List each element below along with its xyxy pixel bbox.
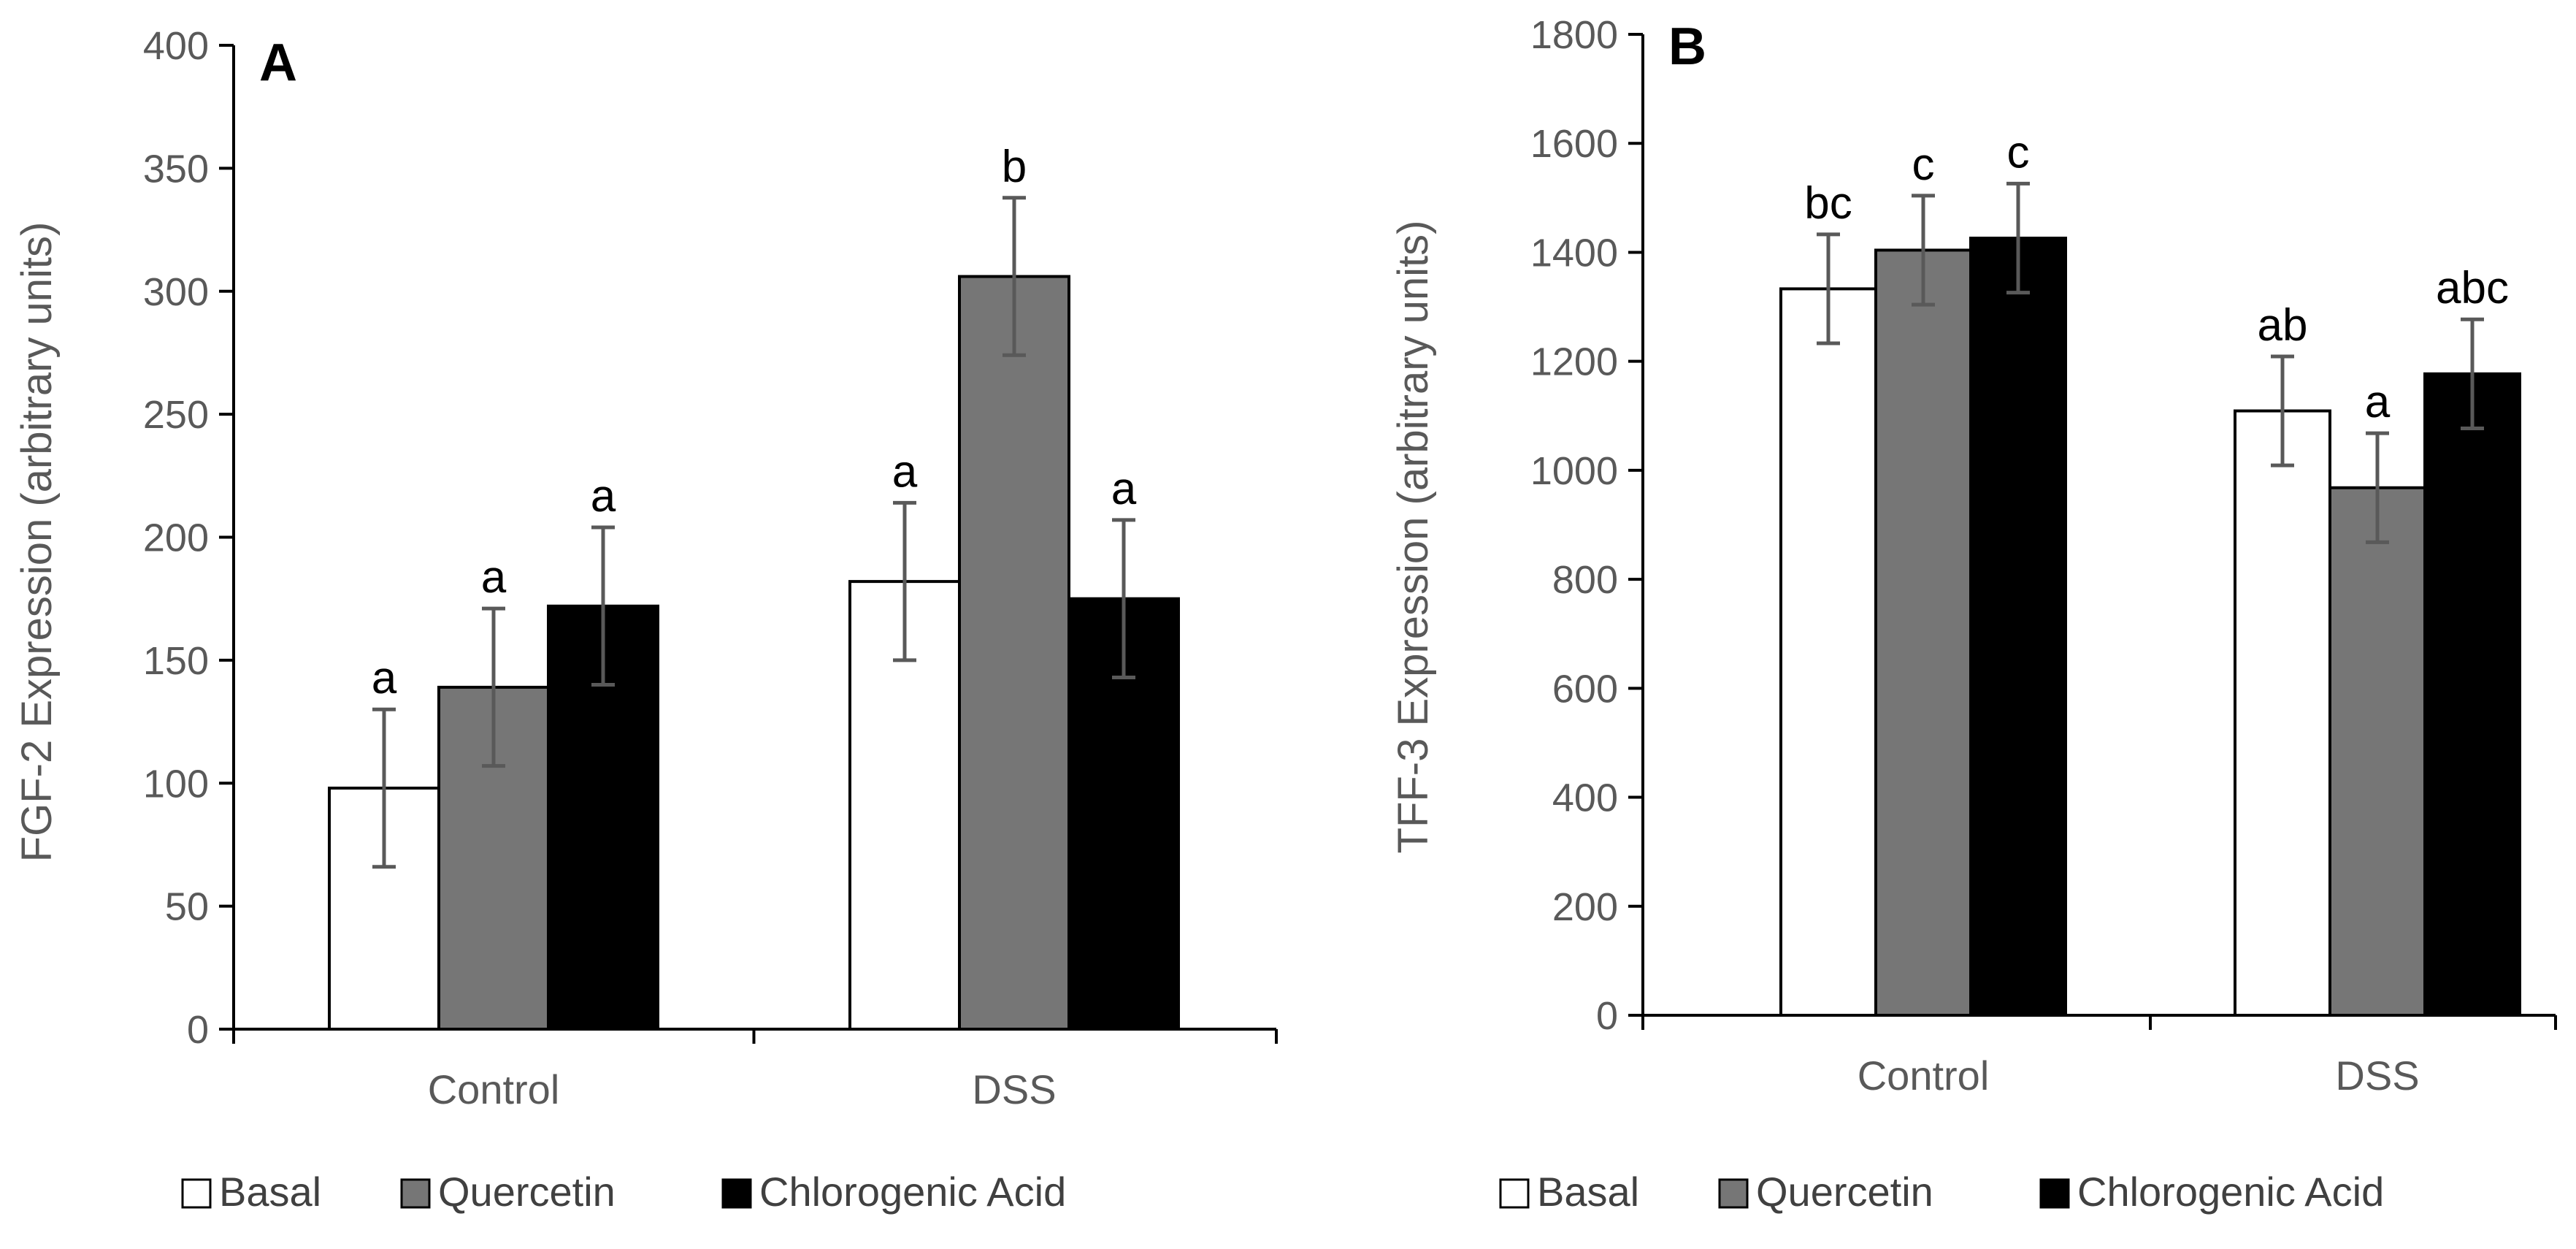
y-tick-label: 1800 (1530, 13, 1618, 57)
significance-label: c (1912, 140, 1935, 190)
y-tick-label: 400 (143, 24, 209, 68)
y-tick-label: 800 (1552, 558, 1618, 602)
y-tick-label: 1600 (1530, 122, 1618, 166)
y-tick-label: 400 (1552, 776, 1618, 820)
y-tick-label: 100 (143, 762, 209, 806)
y-tick-label: 250 (143, 393, 209, 437)
y-tick-label: 0 (187, 1008, 209, 1052)
bar-chlorogenic-acid (1969, 237, 2067, 1017)
bar-quercetin (1874, 248, 1972, 1017)
panel-label: B (1668, 18, 1706, 76)
significance-label: a (372, 653, 397, 703)
bar-basal (2234, 409, 2331, 1017)
y-axis-label: TFF-3 Expression (arbitrary units) (1389, 221, 1437, 854)
legend-swatch (721, 1178, 752, 1209)
bar-quercetin (958, 275, 1070, 1031)
y-tick-label: 1200 (1530, 340, 1618, 384)
legend-swatch (400, 1178, 431, 1209)
legend-label: Quercetin (438, 1169, 616, 1215)
legend-label: Chlorogenic Acid (2077, 1169, 2384, 1215)
bar-quercetin (2328, 486, 2426, 1017)
bar-basal (1779, 287, 1877, 1017)
panel-label: A (259, 34, 297, 92)
significance-label: a (2365, 377, 2391, 427)
significance-label: abc (2436, 263, 2509, 313)
y-tick-label: 1000 (1530, 449, 1618, 493)
y-tick-label: 350 (143, 147, 209, 191)
y-tick-label: 600 (1552, 667, 1618, 711)
x-category-label: DSS (2335, 1053, 2419, 1099)
x-category-label: DSS (972, 1066, 1056, 1112)
y-tick-label: 200 (143, 516, 209, 560)
x-category-label: Control (428, 1066, 560, 1112)
y-tick-label: 1400 (1530, 231, 1618, 275)
y-tick-label: 150 (143, 639, 209, 683)
legend-label: Quercetin (1756, 1169, 1933, 1215)
y-tick-label: 0 (1596, 994, 1618, 1038)
legend-swatch (181, 1178, 212, 1209)
legend: Basal Quercetin Chlorogenic Acid (181, 1169, 1066, 1215)
significance-label: c (2007, 127, 2030, 177)
x-category-label: Control (1858, 1053, 1990, 1099)
bar-chlorogenic-acid (2423, 372, 2521, 1017)
y-tick-label: 200 (1552, 885, 1618, 929)
chart-panel-b: 0 200 400 600 800 1000 1200 1400 1600 1800 Control… (1389, 13, 2557, 1215)
y-tick-label: 300 (143, 270, 209, 314)
legend-swatch (2039, 1178, 2070, 1209)
significance-label: ab (2258, 300, 2308, 351)
significance-label: a (892, 446, 918, 497)
significance-label: a (1111, 464, 1137, 514)
significance-label: bc (1804, 178, 1852, 229)
legend-swatch (1499, 1178, 1530, 1209)
legend-swatch (1718, 1178, 1749, 1209)
y-tick-label: 50 (165, 885, 209, 929)
legend: Basal Quercetin Chlorogenic Acid (1499, 1169, 2384, 1215)
y-axis-label: FGF-2 Expression (arbitrary units) (13, 222, 61, 863)
legend-label: Basal (219, 1169, 321, 1215)
chart-panel-a: 0 50 100 150 200 250 300 350 400 Control DSS FGF-2 … (13, 24, 1278, 1215)
legend-label: Basal (1537, 1169, 1639, 1215)
significance-label: b (1002, 142, 1027, 192)
significance-label: a (591, 471, 616, 522)
legend-label: Chlorogenic Acid (759, 1169, 1066, 1215)
significance-label: a (481, 552, 507, 603)
